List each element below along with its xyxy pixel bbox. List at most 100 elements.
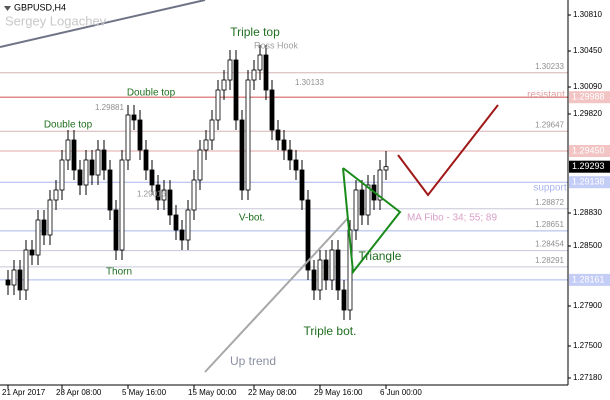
candle-body	[353, 189, 359, 231]
level-label: 1.28651	[535, 220, 564, 229]
candle-body	[65, 139, 71, 161]
candle-body	[359, 189, 365, 216]
annotation: Triple top	[230, 25, 280, 39]
candle-body	[35, 219, 41, 256]
candle-body	[239, 119, 245, 191]
x-tick-label: 29 May 16:00	[314, 388, 363, 397]
candle-body	[71, 139, 77, 171]
candle-body	[335, 249, 341, 291]
y-tick-label: 1.28830	[573, 208, 602, 217]
candle-body	[341, 289, 347, 311]
y-tick-label: 1.29820	[573, 109, 602, 118]
candle-body	[263, 54, 269, 91]
candle-body	[11, 269, 17, 286]
level-axis-label: 1.28161	[572, 274, 605, 284]
y-tick-label: 1.27180	[573, 373, 602, 382]
candle-body	[5, 279, 11, 286]
candle-body	[179, 229, 185, 241]
level-label: 1.28872	[535, 198, 564, 207]
x-tick-label: 22 May 08:00	[248, 388, 297, 397]
candle-body	[227, 59, 233, 81]
annotation: Double top	[44, 120, 93, 131]
candle-body	[167, 189, 173, 216]
x-tick-label: 6 Jun 00:00	[380, 388, 422, 397]
up-trend-line	[204, 217, 349, 373]
candle-body	[287, 149, 293, 161]
candle-body	[197, 149, 203, 181]
annotation: Triple bot.	[304, 324, 357, 338]
candle-body	[101, 149, 107, 171]
candle-body	[119, 159, 125, 251]
candle-body	[299, 169, 305, 201]
y-tick-label: 1.27900	[573, 301, 602, 310]
x-tick-label: 15 May 00:00	[188, 388, 237, 397]
candle-body	[257, 54, 263, 71]
candle-body	[323, 259, 329, 281]
candle-body	[221, 79, 227, 91]
y-tick-label: 1.27500	[573, 341, 602, 350]
candle-body	[83, 159, 89, 186]
current-price-box	[569, 160, 610, 173]
price-label: 1.29016	[137, 190, 166, 199]
candle-body	[305, 199, 311, 271]
level-label: 1.29647	[535, 120, 564, 129]
annotation: Double top	[127, 88, 176, 99]
candle-body	[185, 209, 191, 241]
candle-body	[173, 214, 179, 231]
candle-body	[125, 114, 131, 161]
level-label: 1.28291	[535, 256, 564, 265]
candle-body	[215, 89, 221, 121]
candle-body	[161, 189, 167, 201]
level-axis-box	[569, 91, 610, 104]
chart-title: GBPUSD,H4	[14, 2, 66, 12]
candle-body	[47, 199, 53, 236]
annotation: Triangle	[359, 249, 402, 263]
x-tick-label: 28 Apr 08:00	[56, 388, 102, 397]
symbol-icon	[4, 6, 11, 11]
annotation: resistant	[527, 90, 565, 101]
candle-body	[113, 209, 119, 251]
candle-body	[17, 269, 23, 291]
candle-body	[95, 149, 101, 176]
candle-body	[107, 169, 113, 211]
candle-body	[149, 169, 155, 186]
level-axis-box	[569, 176, 610, 189]
candle-body	[233, 59, 239, 121]
candle-body	[377, 169, 383, 201]
candle-body	[191, 179, 197, 211]
candle-body	[269, 89, 275, 131]
candle-body	[155, 184, 161, 201]
price-label: 1.29881	[95, 103, 124, 112]
forecast-path	[397, 104, 499, 197]
candle-body	[29, 249, 35, 256]
candle-body	[143, 149, 149, 171]
level-axis-label: 1.29450	[572, 145, 605, 155]
level-label: 1.28454	[535, 240, 564, 249]
level-axis-box	[569, 273, 610, 286]
candle-body	[131, 114, 137, 121]
annotation: Ross Hook	[254, 40, 299, 50]
candle-body	[41, 219, 47, 236]
y-tick-label: 1.30810	[573, 10, 602, 19]
x-tick-label: 21 Apr 2017	[2, 388, 46, 397]
candle-body	[383, 166, 389, 171]
candle-body	[281, 139, 287, 151]
x-tick-label: 5 May 16:00	[122, 388, 167, 397]
candle-body	[251, 69, 257, 81]
author: Sergey Logachev	[5, 13, 107, 28]
trend-line	[0, 0, 206, 48]
candle-body	[77, 169, 83, 186]
plot-area	[0, 45, 568, 320]
level-axis-label: 1.29988	[572, 92, 605, 102]
level-label: 1.30233	[535, 62, 564, 71]
y-tick-label: 1.30450	[573, 46, 602, 55]
annotation: MA Fibo - 34; 55; 89	[407, 213, 497, 224]
annotation: Thorn	[106, 267, 132, 278]
annotation: Up trend	[230, 354, 276, 368]
price-label: 1.30133	[295, 78, 324, 87]
candle-body	[365, 184, 371, 216]
candle-body	[329, 249, 335, 281]
triangle	[342, 167, 402, 275]
candle-body	[59, 159, 65, 191]
